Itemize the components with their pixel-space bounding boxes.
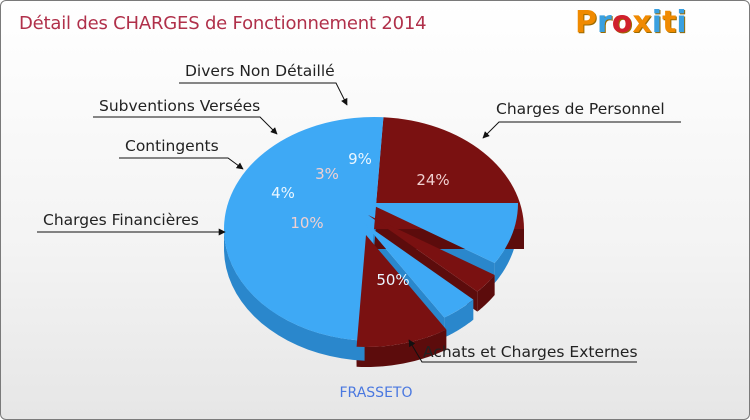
callout-line — [482, 121, 681, 139]
pie-slice-side — [224, 230, 365, 361]
chart-title: Détail des CHARGES de Fonctionnement 201… — [19, 13, 427, 34]
proxiti-logo: Proxiti — [575, 5, 687, 40]
pie-slice-label: Divers Non Détaillé — [185, 62, 335, 80]
commune-name: FRASSETO — [339, 385, 413, 401]
logo-letter: r — [597, 5, 612, 40]
pie-slice-side — [356, 329, 447, 367]
pie-percent-label: 4% — [271, 184, 295, 202]
pie-slice — [224, 117, 384, 341]
callout-line — [179, 82, 348, 106]
logo-letter: x — [632, 5, 652, 40]
pie-slice-label: Subventions Versées — [99, 97, 260, 115]
pie-slice — [374, 117, 524, 229]
pie-percent-label: 10% — [290, 214, 323, 232]
pie-slice-side — [444, 299, 474, 338]
pie-slice-label: Contingents — [125, 137, 219, 155]
pie-slice — [356, 235, 447, 347]
logo-letter: t — [662, 5, 677, 40]
logo-letter: i — [676, 5, 687, 40]
pie-slice — [368, 203, 518, 264]
logo-letter: i — [651, 5, 663, 40]
logo-letter: o — [611, 5, 633, 40]
pie-slice — [364, 223, 474, 318]
pie-percent-label: 9% — [348, 150, 372, 168]
callout-line — [408, 339, 637, 363]
pie-slice-label: Charges Financières — [43, 211, 199, 229]
pie-percent-label: 24% — [416, 171, 449, 189]
callout-line — [119, 157, 244, 170]
pie-slice-label: Charges de Personnel — [496, 100, 665, 118]
logo-letter: P — [575, 5, 597, 40]
pie-slice-side — [477, 275, 495, 312]
pie-percent-label: 50% — [376, 271, 409, 289]
pie-slice-side — [494, 203, 518, 284]
pie-slice-label: Achats et Charges Externes — [423, 343, 638, 361]
pie-slice — [368, 215, 495, 292]
callout-line — [93, 116, 278, 135]
pie-percent-label: 3% — [315, 165, 339, 183]
